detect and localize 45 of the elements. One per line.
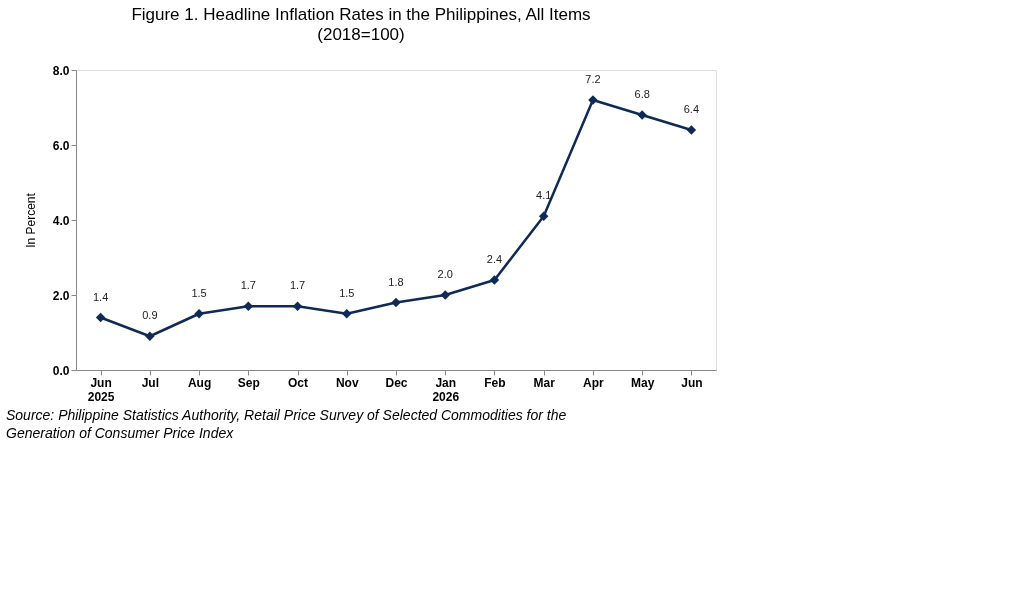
data-label: 6.4 — [683, 103, 700, 115]
x-tick-label: Jul — [141, 375, 160, 390]
source-note: Source: Philippine Statistics Authority, Retail Price Survey of Selected Commodities for the Generation of Consumer Price Index — [6, 407, 567, 441]
y-tick-label: 4.0 — [52, 213, 70, 228]
data-label: 4.1 — [536, 189, 552, 202]
x-tick-label: Aug — [187, 375, 212, 390]
data-label: 1.5 — [191, 286, 207, 299]
x-tick-label: Jan 2026 — [432, 375, 460, 404]
y-tick-label: 6.0 — [52, 138, 70, 153]
point — [489, 275, 500, 285]
y-axis-title: In Percent — [23, 192, 38, 248]
x-tick-label: Jun 2025 — [87, 375, 115, 404]
data-label: 7.2 — [585, 73, 601, 85]
x-tick-label: Apr — [583, 375, 605, 390]
data-label: 0.9 — [142, 309, 158, 322]
y-tick-label: 0.0 — [52, 363, 70, 378]
data-label: 1.8 — [388, 275, 404, 288]
point — [243, 301, 254, 311]
data-label: 1.4 — [92, 290, 109, 303]
chart-title: Figure 1. Headline Inflation Rates in the Philippines, All Items — [131, 4, 591, 24]
x-tick-label: Feb — [484, 375, 506, 390]
x-tick-label: Oct — [288, 375, 309, 390]
point — [194, 309, 204, 319]
x-tick-label: Nov — [335, 375, 359, 390]
data-label: 2.4 — [486, 253, 503, 265]
data-label: 2.0 — [437, 268, 453, 280]
point — [391, 297, 401, 308]
y-tick-label: 2.0 — [52, 288, 70, 303]
x-tick-label: Dec — [385, 375, 408, 390]
point — [686, 125, 697, 135]
x-tick-label: May — [630, 375, 655, 390]
data-label: 1.5 — [339, 286, 355, 299]
x-tick-label: Mar — [533, 375, 556, 390]
data-label: 1.7 — [289, 279, 306, 292]
x-tick-label: Sep — [237, 375, 260, 390]
point — [538, 211, 549, 221]
point — [292, 301, 303, 311]
y-tick-label: 8.0 — [52, 63, 70, 78]
point — [95, 312, 106, 323]
data-label: 1.7 — [240, 279, 256, 292]
data-label: 6.8 — [634, 88, 650, 100]
point — [342, 309, 352, 319]
x-tick-label: Jun — [681, 375, 703, 390]
chart-subtitle: (2018=100) — [317, 24, 405, 44]
point — [145, 331, 155, 341]
